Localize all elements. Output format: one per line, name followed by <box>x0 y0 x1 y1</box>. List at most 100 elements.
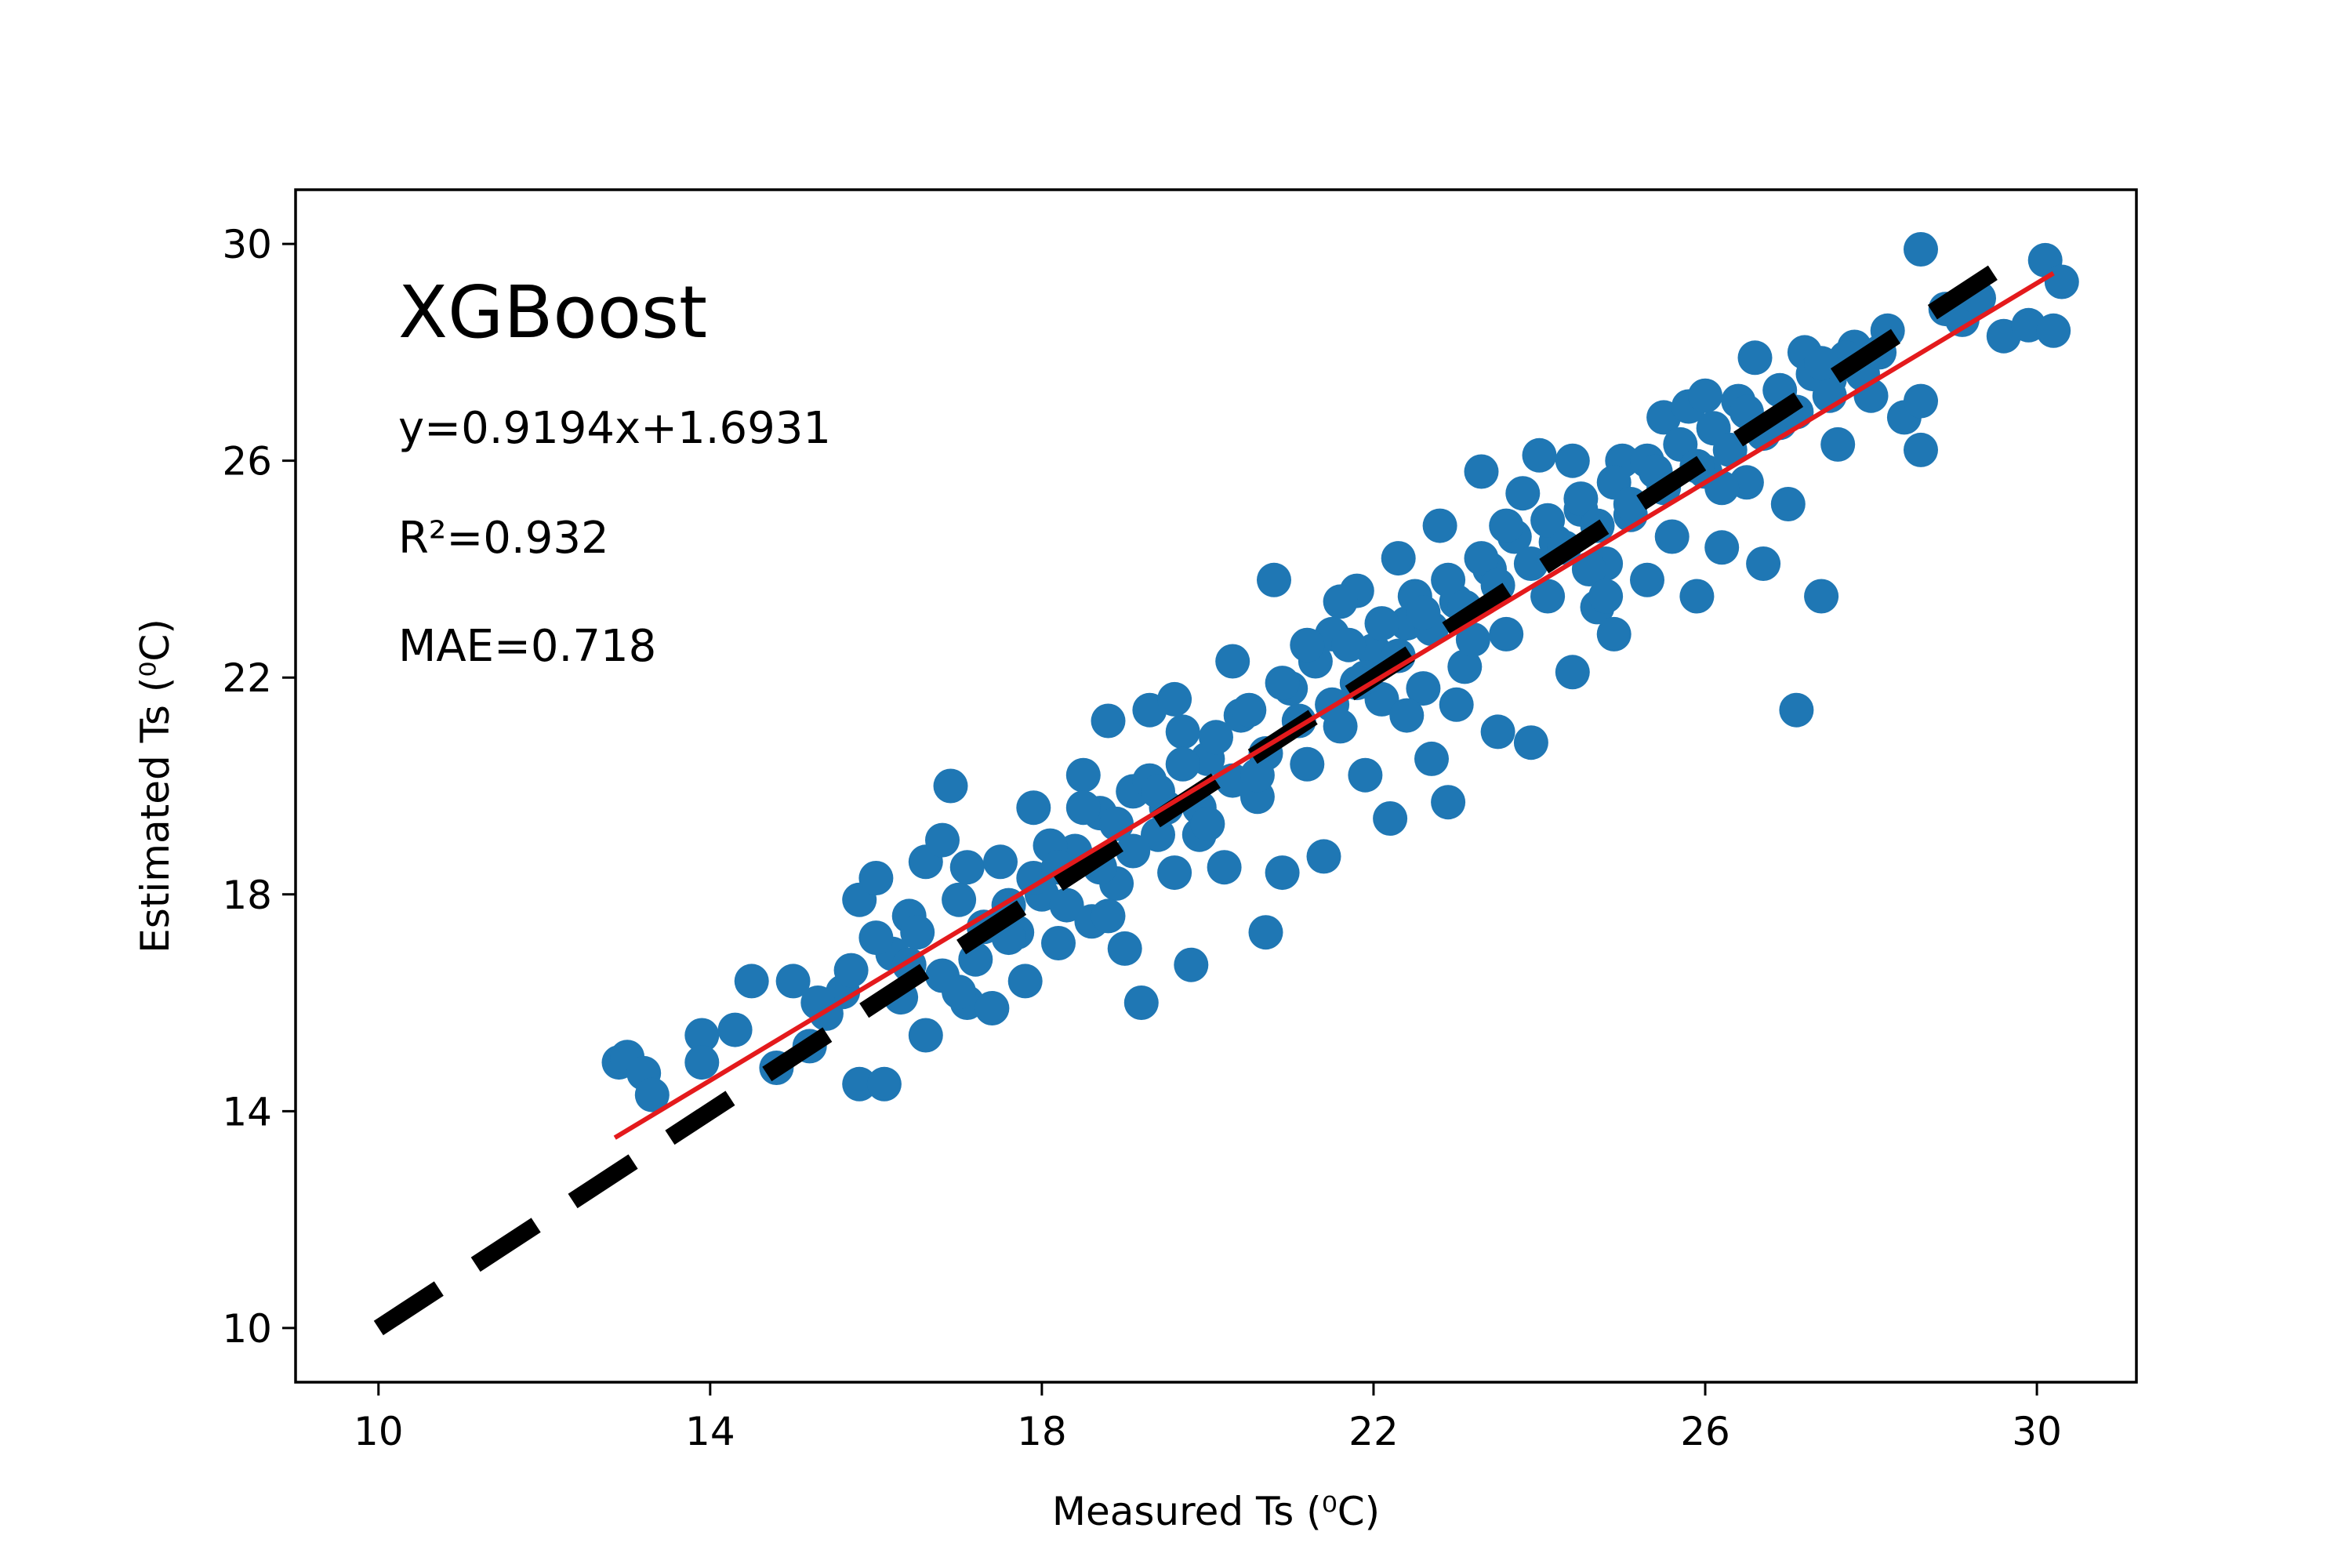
regression-fit-line <box>613 270 2055 1140</box>
x-axis-ticks: 10 14 18 22 26 30 <box>354 1382 2062 1454</box>
scatter-point <box>1530 579 1566 614</box>
scatter-point <box>1804 346 1839 381</box>
model-name-annotation: XGBoost <box>398 270 707 354</box>
scatter-point <box>684 1018 720 1053</box>
scatter-point <box>717 1012 753 1047</box>
x-tick-label: 22 <box>1348 1409 1399 1454</box>
scatter-point <box>1779 692 1814 728</box>
scatter-point <box>1406 671 1441 706</box>
scatter-point <box>1306 839 1341 874</box>
scatter-point <box>1065 790 1101 826</box>
scatter-point <box>1232 692 1267 728</box>
y-tick-label: 30 <box>222 222 272 267</box>
scatter-point <box>1041 926 1076 960</box>
scatter-point <box>1704 470 1740 506</box>
scatter-point <box>1820 426 1856 462</box>
scatter-point <box>1904 232 1938 267</box>
scatter-point <box>983 844 1018 880</box>
scatter-point <box>1555 655 1590 690</box>
scatter-point <box>1654 519 1690 554</box>
scatter-point <box>1455 622 1490 657</box>
x-tick-label: 14 <box>685 1409 735 1454</box>
y-tick-label: 14 <box>222 1089 272 1134</box>
scatter-point <box>775 964 811 999</box>
scatter-point <box>866 1066 902 1102</box>
scatter-point <box>1157 855 1192 891</box>
y-tick-label: 10 <box>222 1306 272 1352</box>
mae-annotation: MAE=0.718 <box>398 621 656 672</box>
scatter-point <box>1007 964 1043 999</box>
scatter-point <box>1389 698 1425 733</box>
scatter-point <box>1215 644 1250 679</box>
scatter-point <box>1522 437 1557 473</box>
scatter-point <box>1596 616 1632 652</box>
scatter-point <box>1290 746 1325 782</box>
scatter-point <box>1630 562 1664 597</box>
scatter-point <box>1165 714 1200 750</box>
scatter-point <box>1207 850 1242 885</box>
scatter-point <box>1904 383 1938 419</box>
scatter-point <box>1116 833 1151 869</box>
scatter-point <box>949 850 985 885</box>
scatter-point <box>1513 725 1548 760</box>
scatter-point <box>1265 855 1300 891</box>
scatter-point <box>833 953 869 988</box>
scatter-point <box>1331 627 1367 662</box>
scatter-point <box>1422 508 1457 543</box>
scatter-point <box>1265 666 1300 701</box>
scatter-point <box>1373 801 1408 836</box>
scatter-point <box>1016 790 1051 826</box>
scatter-point <box>1107 931 1142 966</box>
y-tick-label: 22 <box>222 655 272 701</box>
scatter-point <box>1248 915 1283 950</box>
y-axis-label: Estimated Ts (⁰C) <box>132 619 178 953</box>
scatter-point <box>2044 264 2079 299</box>
x-tick-label: 10 <box>354 1409 404 1454</box>
regression-equation-annotation: y=0.9194x+1.6931 <box>398 403 831 454</box>
scatter-point <box>1904 432 1938 467</box>
y-axis-ticks: 10 14 18 22 26 30 <box>222 222 296 1352</box>
x-tick-label: 26 <box>1680 1409 1730 1454</box>
scatter-point <box>1447 649 1483 684</box>
scatter-point <box>1190 806 1225 841</box>
one-to-one-dashed-line <box>373 241 2034 1336</box>
scatter-point <box>942 975 977 1010</box>
scatter-point <box>858 920 894 956</box>
scatter-point <box>1141 817 1175 852</box>
axes-frame <box>294 188 2138 1384</box>
scatter-points <box>601 232 2079 1112</box>
scatter-point <box>1804 579 1839 614</box>
scatter-point <box>1091 703 1126 739</box>
scatter-point <box>1464 454 1499 489</box>
scatter-point <box>1737 340 1773 376</box>
scatter-point <box>1049 887 1084 923</box>
scatter-point <box>1240 757 1275 793</box>
scatter-point <box>1199 720 1233 755</box>
scatter-point <box>1571 552 1606 586</box>
scatter-point <box>1141 774 1175 809</box>
scatter-point <box>2036 313 2071 348</box>
scatter-point <box>925 822 960 858</box>
scatter-point <box>1439 687 1474 722</box>
scatter-point <box>1688 378 1722 413</box>
x-tick-label: 30 <box>2012 1409 2062 1454</box>
scatter-point <box>933 768 968 804</box>
scatter-point <box>1712 432 1748 467</box>
scatter-point <box>1406 595 1441 630</box>
scatter-point <box>1348 757 1383 793</box>
scatter-point <box>1746 546 1781 581</box>
scatter-point <box>1257 562 1291 597</box>
scatter-point <box>1174 947 1209 982</box>
scatter-point <box>1555 443 1590 478</box>
scatter-point <box>1513 546 1548 581</box>
scatter-point <box>1464 541 1499 576</box>
scatter-point <box>1123 985 1159 1020</box>
scatter-point <box>1489 616 1524 652</box>
scatter-point <box>734 964 769 999</box>
scatter-point <box>1414 741 1449 776</box>
scatter-point <box>1431 785 1466 820</box>
scatter-point <box>1489 508 1524 543</box>
plot-area <box>373 232 2079 1336</box>
